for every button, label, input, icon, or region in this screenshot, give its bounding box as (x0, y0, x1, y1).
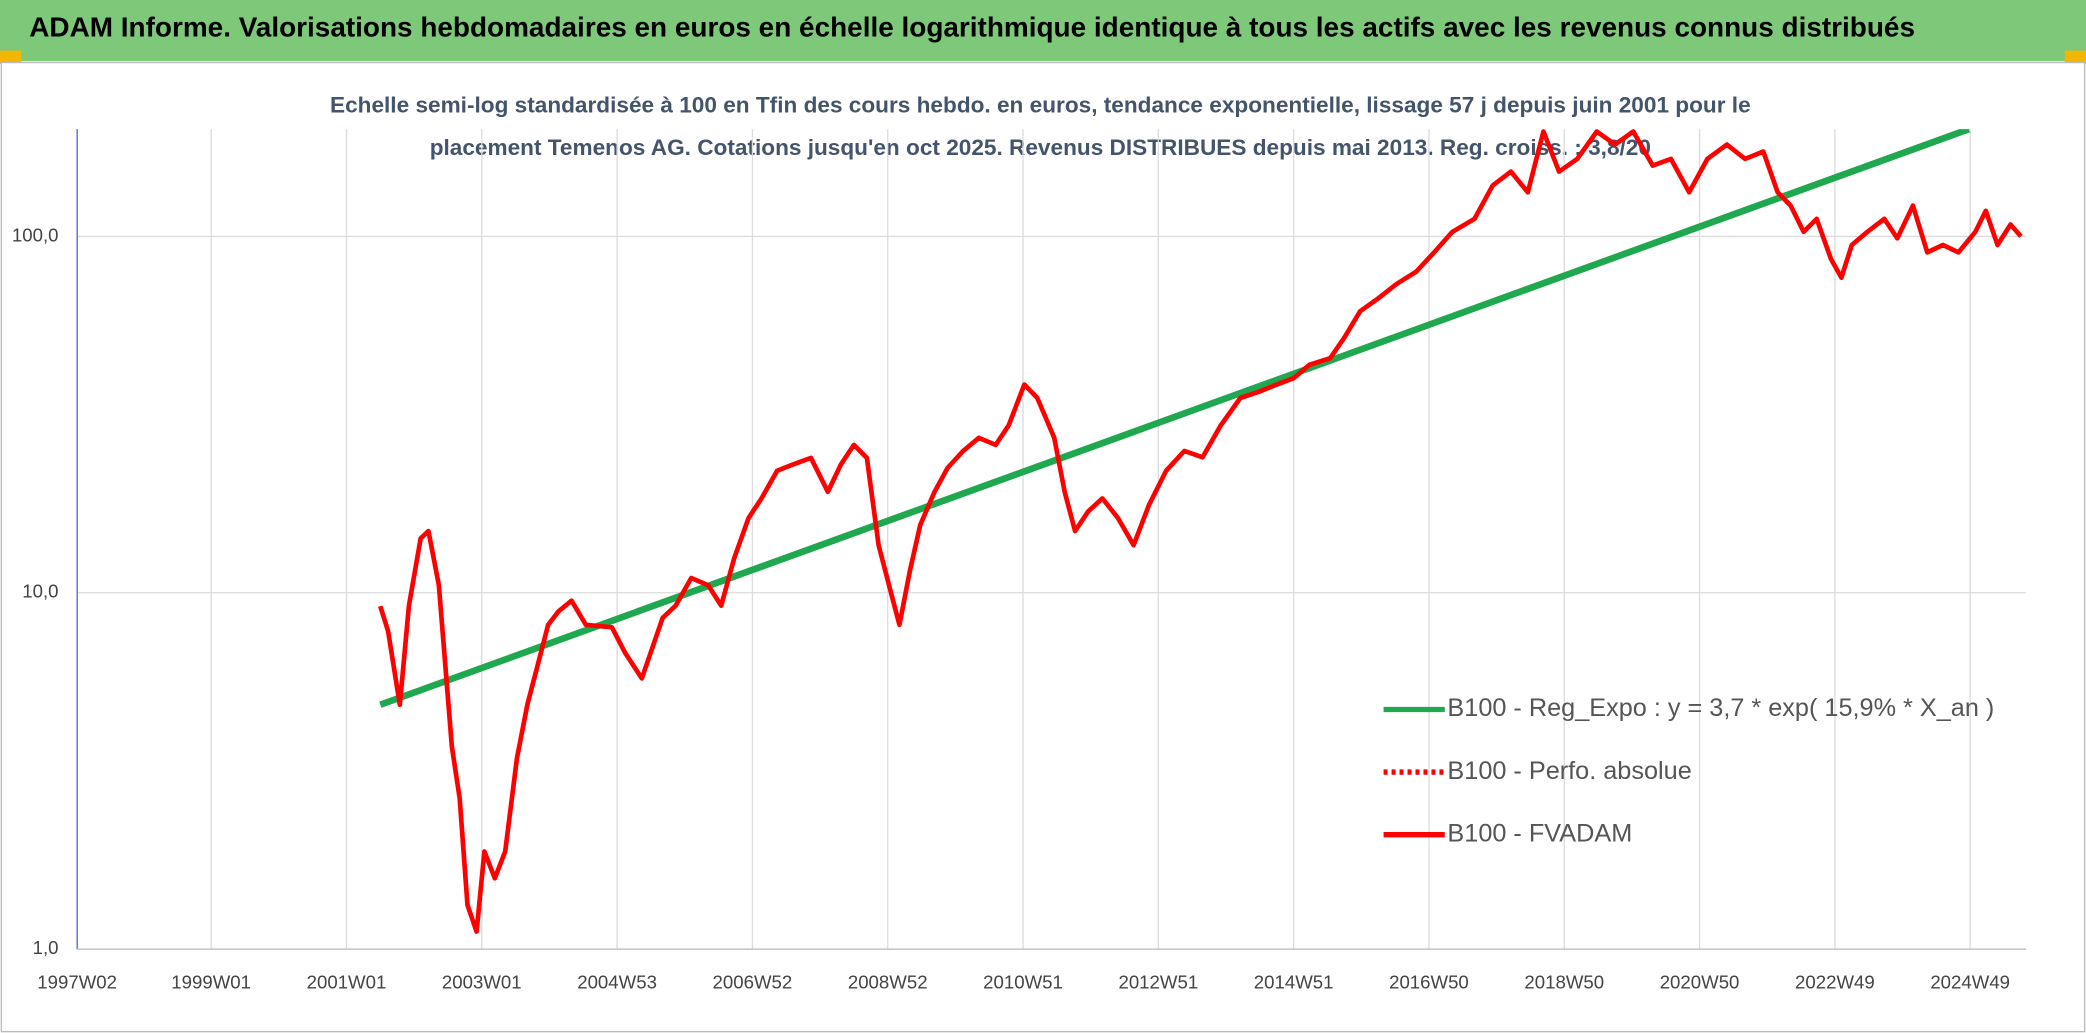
x-tick-label: 2014W51 (1254, 972, 1334, 993)
y-tick-label: 1,0 (33, 937, 59, 958)
legend-label: B100 - Reg_Expo : y = 3,7 * exp( 15,9% *… (1447, 694, 1994, 722)
x-tick-label: 2010W51 (983, 972, 1063, 993)
page-title: ADAM Informe. Valorisations hebdomadaire… (29, 12, 1915, 43)
x-tick-label: 1999W01 (171, 972, 251, 993)
line-series (378, 129, 2023, 934)
header-band (0, 0, 2086, 62)
x-tick-label: 2024W49 (1930, 972, 2010, 993)
x-tick-label: 2020W50 (1660, 972, 1740, 993)
x-tick-label: 2008W52 (848, 972, 928, 993)
x-tick-label: 2018W50 (1524, 972, 1604, 993)
x-tick-label: 2001W01 (307, 972, 387, 993)
corner (0, 50, 22, 64)
x-tick-label: 2016W50 (1389, 972, 1469, 993)
x-tick-label: 2012W51 (1118, 972, 1198, 993)
legend-label: B100 - Perfo. absolue (1447, 757, 1691, 785)
subtitle: placement Temenos AG. Cotations jusqu'en… (430, 135, 1651, 160)
line-series (379, 129, 1971, 708)
x-tick-label: 2003W01 (442, 972, 522, 993)
x-tick-label: 2006W52 (713, 972, 793, 993)
legend-label: B100 - FVADAM (1447, 819, 1632, 847)
x-tick-label: 1997W02 (37, 972, 117, 993)
x-tick-label: 2004W53 (577, 972, 657, 993)
subtitle: Echelle semi-log standardisée à 100 en T… (330, 92, 1751, 117)
frame (0, 61, 2086, 1033)
y-tick-label: 100,0 (12, 224, 59, 245)
corner (2064, 50, 2086, 64)
y-tick-label: 10,0 (22, 581, 58, 602)
x-tick-label: 2022W49 (1795, 972, 1875, 993)
